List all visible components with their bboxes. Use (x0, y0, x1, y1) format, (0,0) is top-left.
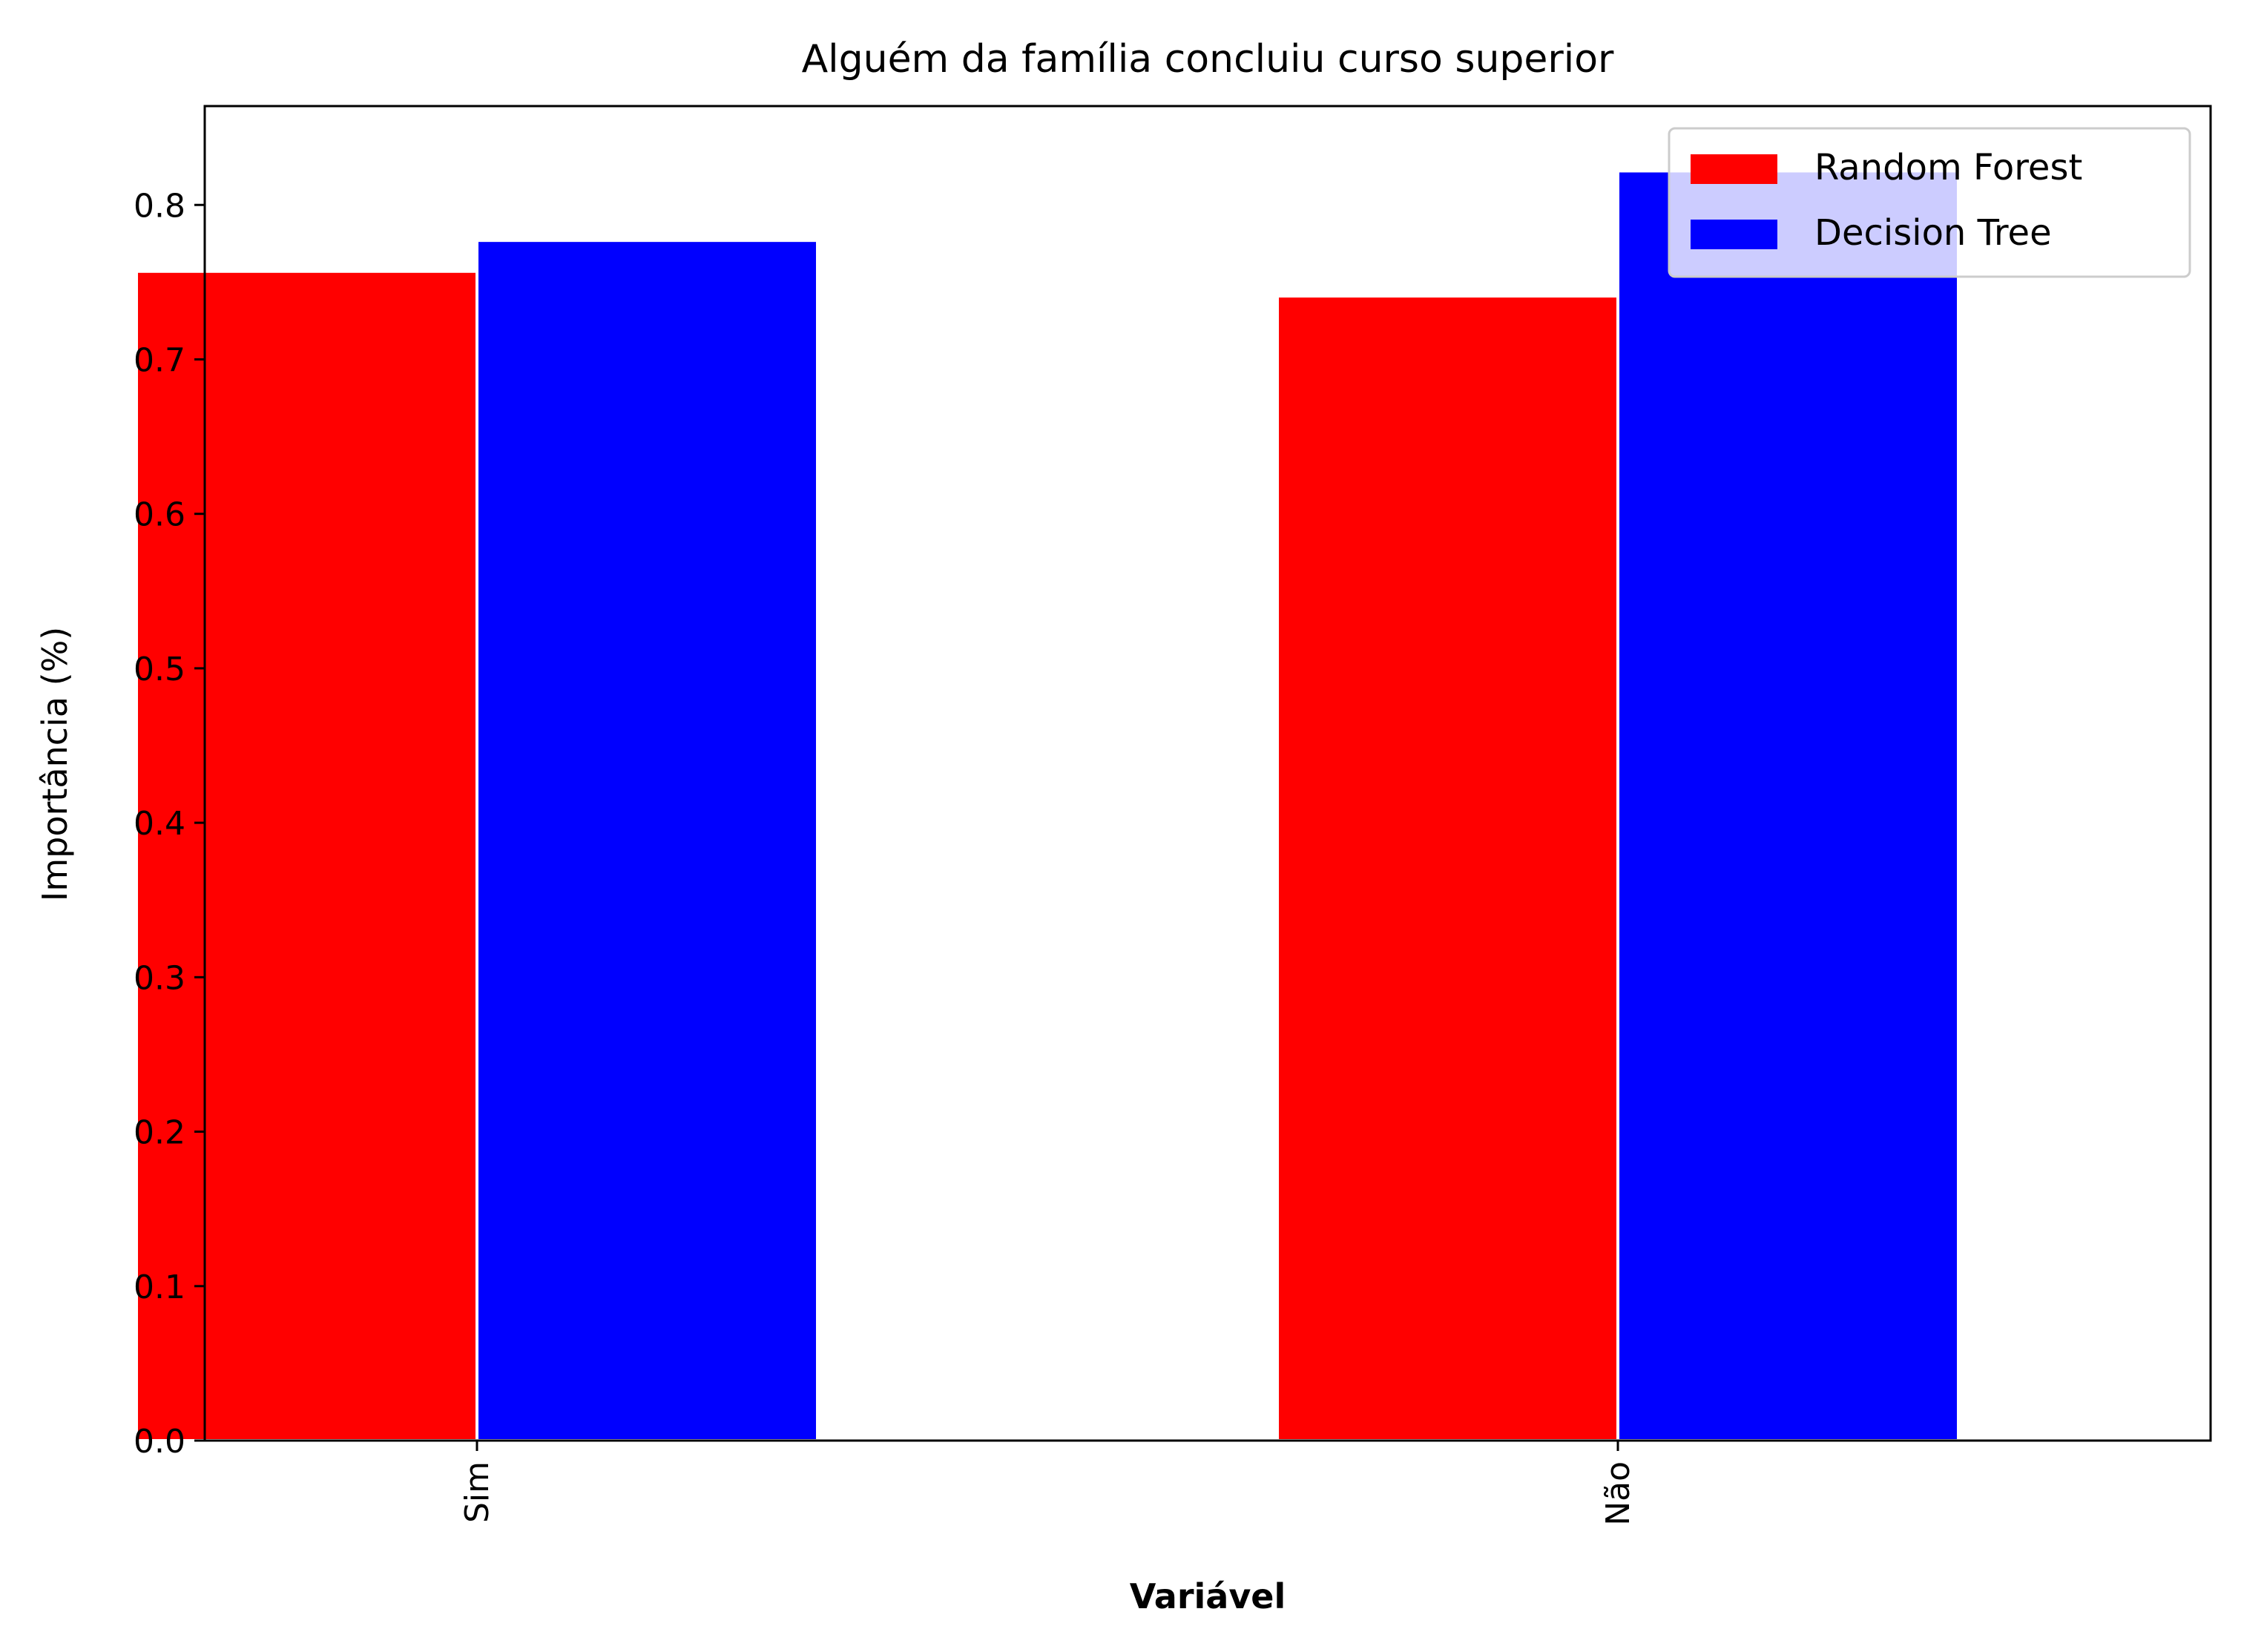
y-ticks-group: 0.0 0.1 0.2 0.3 0.4 0.5 0.6 0.7 0.8 (134, 187, 205, 1461)
plot-frame (203, 105, 2212, 1442)
y-tick-label: 0.4 (134, 805, 185, 843)
bar-decision-tree-sim (475, 239, 819, 1442)
bar-random-forest-sim (135, 269, 478, 1442)
bar-random-forest-não (1276, 294, 1619, 1442)
legend: Random Forest Decision Tree (1668, 127, 2191, 278)
x-tick-label: Sim (458, 1461, 496, 1523)
y-tick-label: 0.2 (134, 1114, 185, 1152)
y-tick-label: 0.1 (134, 1268, 185, 1306)
y-tick-label: 0.6 (134, 496, 185, 534)
legend-swatch-decision-tree (1691, 220, 1777, 249)
y-tick-label: 0.0 (134, 1423, 185, 1461)
x-ticks-group: Sim Não (458, 1441, 1637, 1526)
bar-decision-tree-não (1616, 169, 1960, 1442)
y-tick-label: 0.3 (134, 959, 185, 997)
y-tick-label: 0.8 (134, 187, 185, 225)
x-axis-label: Variável (1130, 1576, 1286, 1616)
legend-box (1668, 127, 2191, 278)
x-tick-label: Não (1599, 1461, 1637, 1526)
legend-label: Decision Tree (1814, 212, 2052, 254)
legend-swatch-random-forest (1691, 154, 1777, 184)
chart-title: Alguém da família concluiu curso superio… (802, 37, 1614, 82)
legend-label: Random Forest (1814, 147, 2082, 188)
bars-group (135, 169, 1960, 1442)
y-tick-label: 0.7 (134, 341, 185, 379)
y-tick-label: 0.5 (134, 651, 185, 688)
y-axis-label: Importância (%) (35, 627, 75, 902)
